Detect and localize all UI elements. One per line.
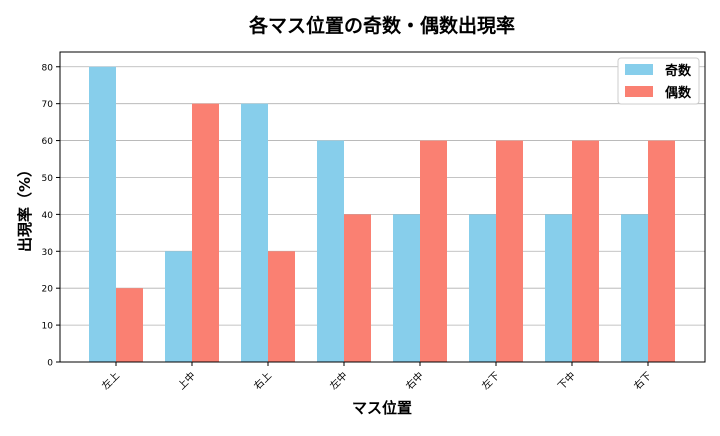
x-tick-label: 下中 — [555, 369, 578, 392]
bar-even — [572, 140, 599, 362]
bar-odd — [469, 214, 496, 362]
x-tick-label: 上中 — [175, 369, 198, 392]
bar-even — [116, 288, 143, 362]
bar-odd — [545, 214, 572, 362]
bars — [89, 66, 675, 363]
x-tick-label: 右中 — [403, 369, 426, 392]
y-tick-label: 80 — [42, 63, 54, 73]
x-tick-label: 左上 — [99, 369, 122, 392]
y-tick-label: 70 — [42, 100, 54, 110]
x-axis-ticks: 左上 上中 右上 左中 右中 左下 下中 右下 — [99, 362, 654, 392]
y-tick-label: 50 — [42, 174, 54, 184]
x-axis-label: マス位置 — [352, 399, 412, 417]
bar-odd — [165, 251, 192, 362]
y-tick-label: 0 — [47, 359, 53, 369]
bar-even — [648, 140, 675, 362]
bar-even — [344, 214, 371, 362]
grid-lines — [60, 66, 705, 363]
y-axis-ticks: 0 10 20 30 40 50 60 70 80 — [42, 63, 60, 369]
bar-even — [268, 251, 295, 362]
legend-label-odd: 奇数 — [665, 63, 692, 79]
legend-swatch-even — [625, 86, 653, 97]
y-tick-label: 40 — [42, 211, 54, 221]
y-tick-label: 30 — [42, 248, 54, 258]
legend: 奇数 偶数 — [617, 57, 700, 105]
y-tick-label: 10 — [42, 322, 54, 332]
x-tick-label: 左中 — [327, 369, 350, 392]
y-tick-label: 20 — [42, 285, 54, 295]
bar-odd — [393, 214, 420, 362]
x-tick-label: 右下 — [631, 369, 654, 392]
y-axis-label: 出現率（%） — [16, 162, 34, 252]
chart-title: 各マス位置の奇数・偶数出現率 — [248, 14, 515, 37]
bar-even — [496, 140, 523, 362]
y-tick-label: 60 — [42, 137, 54, 147]
bar-even — [420, 140, 447, 362]
x-tick-label: 左下 — [479, 369, 502, 392]
bar-odd — [621, 214, 648, 362]
bar-odd — [89, 66, 116, 362]
bar-even — [192, 103, 219, 363]
plot-frame — [59, 51, 706, 363]
x-tick-label: 右上 — [251, 369, 274, 392]
legend-swatch-odd — [625, 64, 653, 75]
legend-label-even: 偶数 — [665, 85, 692, 101]
bar-odd — [241, 103, 268, 363]
bar-odd — [317, 140, 344, 362]
